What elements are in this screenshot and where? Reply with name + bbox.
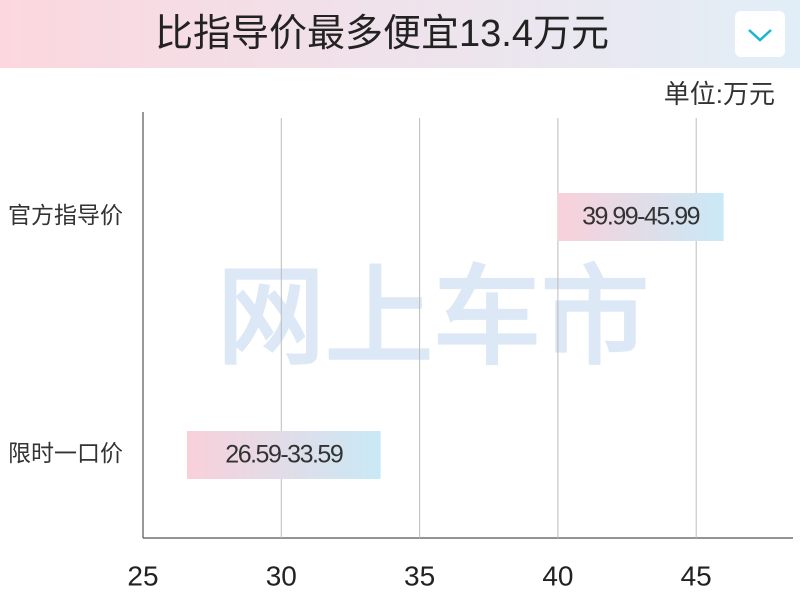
range-bar xyxy=(557,193,724,241)
y-category-label: 限时一口价 xyxy=(8,440,123,466)
chevron-icon[interactable] xyxy=(748,29,772,42)
y-category-label: 官方指导价 xyxy=(8,202,123,228)
collapse-button[interactable] xyxy=(735,11,785,57)
x-tick-label: 40 xyxy=(542,560,573,591)
bar-value-label: 26.59-33.59 xyxy=(225,441,343,469)
chart-title: 比指导价最多便宜13.4万元 xyxy=(155,13,609,55)
button-bg[interactable] xyxy=(735,11,785,57)
range-bar xyxy=(186,431,381,479)
x-tick-label: 45 xyxy=(681,560,712,591)
bar-value-label: 39.99-45.99 xyxy=(582,203,700,231)
x-tick-label: 30 xyxy=(266,560,297,591)
x-tick-label: 25 xyxy=(127,560,158,591)
header-band xyxy=(0,0,800,68)
watermark: 网上车市 xyxy=(217,257,649,378)
x-tick-label: 35 xyxy=(404,560,435,591)
unit-label: 单位:万元 xyxy=(664,79,775,109)
